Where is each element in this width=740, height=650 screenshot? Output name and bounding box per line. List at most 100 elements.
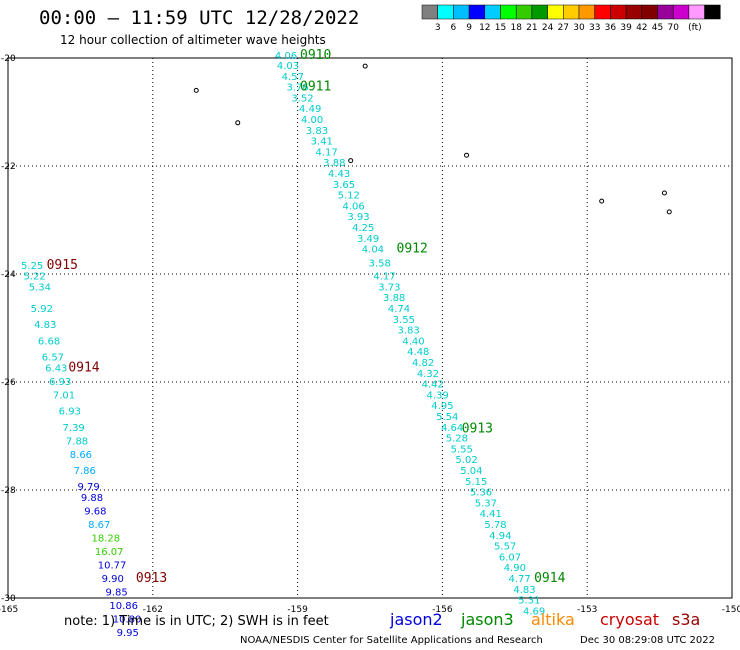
legend-jason3: jason3 bbox=[460, 610, 514, 629]
swh-value-label: 4.06 bbox=[275, 51, 297, 62]
swh-value-label: 5.15 bbox=[465, 477, 487, 488]
swh-value-label: 8.67 bbox=[88, 520, 110, 531]
swh-value-label: 3.58 bbox=[369, 259, 391, 270]
scale-label: 6 bbox=[451, 23, 457, 33]
swh-value-label: 3.73 bbox=[378, 282, 400, 293]
scale-label: 24 bbox=[542, 23, 554, 33]
scale-label: 12 bbox=[479, 23, 490, 33]
legend-cryosat: cryosat bbox=[600, 610, 659, 629]
swh-value-label: 4.57 bbox=[282, 72, 304, 83]
swh-value-label: 4.48 bbox=[407, 347, 429, 358]
swh-value-label: 4.83 bbox=[34, 320, 56, 331]
satellite-legend: jason2 jason3 altika cryosat s3a bbox=[389, 610, 700, 629]
swh-value-label: 4.77 bbox=[509, 574, 531, 585]
x-tick-label: -153 bbox=[577, 605, 597, 615]
swh-value-label: 4.17 bbox=[373, 272, 395, 283]
time-label: 0915 bbox=[47, 258, 78, 273]
swh-value-label: 4.39 bbox=[426, 390, 448, 401]
islands bbox=[193, 63, 672, 215]
swh-value-label: 4.94 bbox=[489, 531, 511, 542]
swh-value-label: 4.40 bbox=[402, 336, 424, 347]
swh-value-label: 3.41 bbox=[311, 137, 333, 148]
swh-value-label: 5.36 bbox=[470, 488, 492, 499]
scale-swatch bbox=[594, 4, 611, 20]
time-label: 0913 bbox=[462, 421, 493, 436]
axis-ticks: -165 -162 -159 -156 -153 -150 -20 -22 -24 -26 -28 -… bbox=[0, 54, 740, 615]
y-tick-label: -30 bbox=[1, 594, 16, 604]
chart-title: 00:00 — 11:59 UTC 12/28/2022 bbox=[39, 7, 359, 29]
scale-swatch bbox=[500, 4, 517, 20]
swh-value-label: 7.01 bbox=[53, 390, 75, 401]
swh-value-label: 4.95 bbox=[431, 401, 453, 412]
scale-label: 21 bbox=[526, 23, 537, 33]
swh-value-label: 6.07 bbox=[499, 552, 521, 563]
time-label: 0910 bbox=[300, 48, 331, 63]
scale-label: 15 bbox=[495, 23, 506, 33]
scale-swatch bbox=[657, 4, 674, 20]
swh-value-label: 7.88 bbox=[66, 436, 88, 447]
scale-swatch bbox=[625, 4, 643, 20]
scale-label: 39 bbox=[620, 23, 632, 33]
legend-s3a: s3a bbox=[672, 610, 700, 629]
scale-label: 45 bbox=[652, 23, 663, 33]
swh-value-label: 9.85 bbox=[105, 588, 127, 599]
swh-value-label: 6.43 bbox=[45, 363, 67, 374]
wave-height-marks: 4.064.034.573.763.524.494.003.833.414.17… bbox=[21, 48, 566, 639]
scale-label: 27 bbox=[558, 23, 569, 33]
scale-label: 70 bbox=[667, 23, 679, 33]
swh-value-label: 5.02 bbox=[455, 455, 477, 466]
swh-value-label: 3.76 bbox=[286, 83, 308, 94]
swh-value-label: 5.54 bbox=[436, 412, 458, 423]
scale-swatch bbox=[484, 4, 501, 20]
swh-value-label: 4.83 bbox=[513, 585, 535, 596]
scale-swatch bbox=[453, 4, 470, 20]
swh-value-label: 4.17 bbox=[315, 147, 337, 158]
swh-value-label: 4.69 bbox=[523, 606, 545, 617]
swh-value-label: 5.22 bbox=[23, 272, 45, 283]
scale-label: 33 bbox=[589, 23, 600, 33]
scale-swatch bbox=[515, 4, 533, 20]
island-outline bbox=[235, 120, 241, 126]
swh-value-label: 9.90 bbox=[102, 574, 124, 585]
swh-value-label: 7.86 bbox=[74, 466, 96, 477]
swh-value-label: 4.06 bbox=[342, 201, 364, 212]
scale-label: 42 bbox=[636, 23, 647, 33]
y-tick-label: -20 bbox=[1, 54, 16, 64]
swh-value-label: 16.07 bbox=[95, 547, 124, 558]
time-label: 0912 bbox=[397, 242, 428, 257]
y-tick-label: -22 bbox=[1, 162, 16, 172]
swh-value-label: 3.52 bbox=[291, 93, 313, 104]
swh-value-label: 3.88 bbox=[323, 158, 345, 169]
swh-value-label: 10.86 bbox=[109, 601, 138, 612]
scale-label: (ft) bbox=[688, 23, 702, 33]
scale-label: 36 bbox=[605, 23, 617, 33]
swh-value-label: 5.57 bbox=[494, 542, 516, 553]
swh-value-label: 4.82 bbox=[412, 358, 434, 369]
swh-value-label: 4.49 bbox=[299, 104, 321, 115]
swh-value-label: 6.68 bbox=[38, 336, 60, 347]
y-tick-label: -28 bbox=[1, 486, 16, 496]
island-outline bbox=[661, 190, 667, 196]
swh-value-label: 3.83 bbox=[398, 326, 420, 337]
swh-value-label: 9.79 bbox=[78, 482, 100, 493]
swh-value-label: 8.66 bbox=[70, 450, 92, 461]
legend-jason2: jason2 bbox=[389, 610, 443, 629]
time-label: 0911 bbox=[300, 80, 331, 95]
swh-value-label: 5.34 bbox=[29, 282, 51, 293]
swh-value-label: 10.80 bbox=[113, 615, 142, 626]
swh-value-label: 4.03 bbox=[277, 61, 299, 72]
scale-swatch bbox=[531, 4, 548, 20]
swh-value-label: 5.31 bbox=[518, 596, 540, 607]
swh-value-label: 5.12 bbox=[338, 191, 360, 202]
swh-value-label: 3.55 bbox=[393, 315, 415, 326]
swh-value-label: 3.49 bbox=[357, 234, 379, 245]
swh-value-label: 4.00 bbox=[301, 115, 323, 126]
chart-subtitle: 12 hour collection of altimeter wave hei… bbox=[60, 33, 326, 47]
island-outline bbox=[348, 158, 354, 164]
swh-value-label: 4.43 bbox=[328, 169, 350, 180]
grid-lines bbox=[8, 58, 732, 598]
y-tick-label: -24 bbox=[1, 270, 16, 280]
time-label: 0914 bbox=[68, 360, 99, 375]
scale-swatch bbox=[563, 4, 580, 20]
